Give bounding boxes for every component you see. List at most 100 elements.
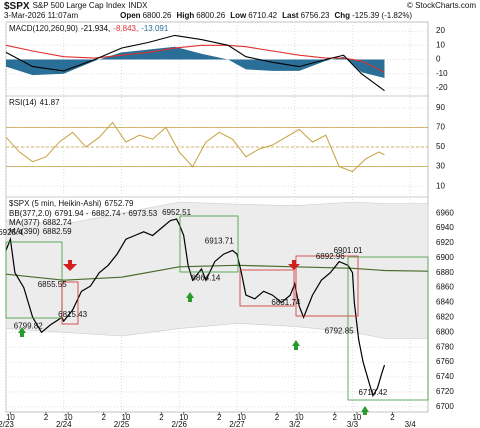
y-tick-label: 6900 (436, 253, 454, 262)
panel-legend: MACD(120,260,90) -21.934, -8.843, -13.091 (9, 24, 169, 33)
rsi-line (5, 121, 385, 173)
legend-text: 6882.74 (43, 218, 72, 227)
y-tick-label: -10 (436, 69, 448, 78)
price-annotation: 6792.85 (325, 327, 354, 336)
y-tick-label: 10 (436, 40, 445, 49)
y-tick-label: 0 (436, 55, 441, 64)
buy-arrow (292, 340, 300, 350)
quote-line: 3-Mar-2026 11:07am Open 6800.26 High 6800.26… (4, 11, 412, 20)
buy-arrow (186, 292, 194, 302)
pattern-box (347, 256, 429, 401)
x-tick-label: 10 (6, 413, 15, 422)
macd-histogram (6, 46, 385, 78)
price-annotation: 6901.01 (334, 246, 363, 255)
price-annotation: 6799.82 (14, 322, 43, 331)
price-annotation: 6952.51 (162, 208, 191, 217)
credit: © StockCharts.com (407, 1, 476, 10)
legend-text: 6710.42 (248, 11, 277, 20)
x-date-label: 2/23 (0, 420, 14, 428)
price-annotation: 6892.96 (316, 252, 345, 261)
x-tick-label: 2 (275, 413, 280, 422)
legend-text: MACD(120,260,90) (9, 24, 78, 33)
legend-text: -8.843, (113, 24, 138, 33)
y-tick-label: 90 (436, 103, 445, 112)
y-tick-label: 6940 (436, 223, 454, 232)
legend-text: $SPX (4, 1, 30, 12)
legend-text: -13.091 (141, 24, 169, 33)
price-annotation: 6831.74 (271, 298, 300, 307)
sell-arrow (63, 260, 77, 271)
price-annotation: 6710.42 (358, 388, 387, 397)
y-tick-label: 6760 (436, 357, 454, 366)
legend-text: Low (230, 11, 247, 20)
legend-text: 6756.23 (301, 11, 330, 20)
price-annotation: 6855.55 (38, 280, 67, 289)
x-date-label: 3/4 (405, 420, 417, 428)
sell-arrow (288, 260, 300, 270)
y-tick-label: 6960 (436, 208, 454, 217)
legend-text: S&P 500 Large Cap Index (33, 1, 126, 10)
y-tick-label: 6860 (436, 283, 454, 292)
y-tick-label: 6880 (436, 268, 454, 277)
x-date-label: 2/26 (171, 420, 187, 428)
legend-text: MA(377) (9, 218, 40, 227)
legend-text: 6800.26 (143, 11, 172, 20)
pattern-box (5, 241, 63, 319)
legend-text: Chg (335, 11, 351, 20)
legend-text: $SPX (5 min, Heikin-Ashi) (9, 199, 102, 208)
legend-text: 6973.53 (128, 209, 157, 218)
legend-text: RSI(14) (9, 98, 37, 107)
pattern-box (179, 215, 239, 273)
y-tick-label: 6720 (436, 387, 454, 396)
x-tick-label: 2 (217, 413, 222, 422)
moving-average (5, 264, 429, 281)
legend-text: 6752.79 (104, 199, 133, 208)
price-annotation: 6913.71 (205, 237, 234, 246)
x-date-label: 3/3 (347, 420, 359, 428)
panel-legend: $SPX (5 min, Heikin-Ashi) 6752.79 (9, 199, 134, 208)
x-tick-label: 10 (64, 413, 73, 422)
y-tick-label: 6700 (436, 402, 454, 411)
pattern-box (239, 269, 295, 307)
x-tick-label: 2 (101, 413, 106, 422)
pattern-box (61, 281, 79, 325)
y-tick-label: 6840 (436, 298, 454, 307)
y-tick-label: 6920 (436, 238, 454, 247)
legend-text: BB(377,2.0) (9, 209, 52, 218)
legend-text: 6882.59 (43, 227, 72, 236)
y-tick-label: 50 (436, 142, 445, 151)
legend-text: 3-Mar-2026 11:07am (4, 11, 78, 20)
x-date-label: 2/25 (114, 420, 130, 428)
x-date-label: 2/27 (229, 420, 245, 428)
pattern-boxes (5, 215, 429, 415)
legend-text: 6791.94 - (55, 209, 89, 218)
x-tick-label: 2 (332, 413, 337, 422)
legend-text: -125.39 (-1.82%) (352, 11, 412, 20)
macd-line (5, 44, 385, 73)
x-tick-label: 2 (390, 413, 395, 422)
legend-text: 6800.26 (196, 11, 225, 20)
price-line (5, 218, 386, 398)
x-tick-label: 10 (295, 413, 304, 422)
panel-legend: RSI(14) 41.87 (9, 98, 60, 107)
header-title: $SPX S&P 500 Large Cap Index INDX (4, 1, 148, 12)
y-tick-label: 70 (436, 123, 445, 132)
legend-text: High (177, 11, 195, 20)
x-tick-label: 2 (44, 413, 49, 422)
legend-text: 41.87 (40, 98, 61, 107)
y-tick-label: 6740 (436, 372, 454, 381)
y-tick-label: 20 (436, 26, 445, 35)
y-tick-label: 6780 (436, 342, 454, 351)
x-tick-label: 10 (352, 413, 361, 422)
x-tick-label: 10 (237, 413, 246, 422)
pattern-box (295, 255, 359, 317)
buy-arrow (361, 406, 369, 415)
y-tick-label: -20 (436, 83, 448, 92)
y-tick-label: 10 (436, 181, 445, 190)
panel-legend: MA(390) 6882.59 (9, 227, 72, 236)
panel-legend: BB(377,2.0) 6791.94 -6882.74 -6973.53 (9, 209, 158, 218)
legend-text: Last (282, 11, 299, 20)
x-tick-label: 2 (159, 413, 164, 422)
legend-text: Open (120, 11, 141, 20)
